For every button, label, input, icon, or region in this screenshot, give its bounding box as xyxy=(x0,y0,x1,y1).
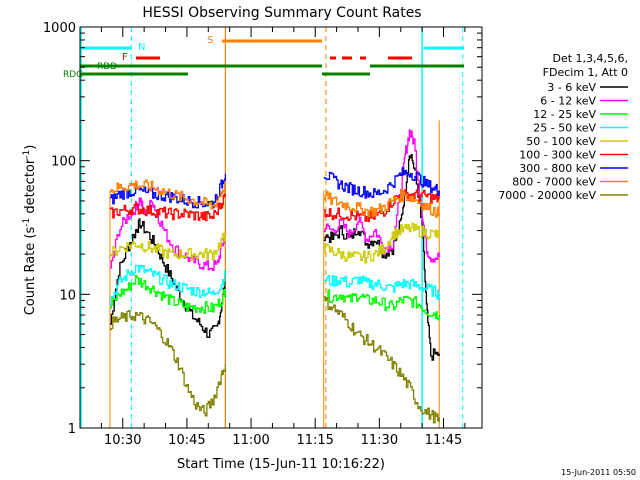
x-tick-label: 11:30 xyxy=(361,433,398,448)
series-line-2-part-1 xyxy=(323,289,440,321)
legend-entry-label: 800 - 7000 keV xyxy=(512,176,596,189)
series-line-0-part-0 xyxy=(109,218,227,338)
legend-entry-label: 50 - 100 keV xyxy=(526,135,596,148)
legend-entry-label: 12 - 25 keV xyxy=(533,108,596,121)
legend-entry-label: 6 - 12 keV xyxy=(540,95,596,108)
series-layer xyxy=(109,129,440,424)
series-line-6-part-1 xyxy=(323,167,440,199)
x-axis-label: Start Time (15-Jun-11 10:16:22) xyxy=(177,457,385,472)
plot-frame xyxy=(79,26,483,429)
axes-layer: 1 10 100 1000 10:30 10:45 11:00 11:15 11:30 11:45 xyxy=(43,21,483,448)
flag-label-s: S xyxy=(207,35,213,46)
y-axis-label-sup2: -1 xyxy=(22,150,32,159)
series-line-8-part-0 xyxy=(109,310,227,417)
y-axis-label: Count Rate (s-1 detector-1) xyxy=(22,145,38,316)
flag-label-n: N xyxy=(138,42,145,53)
y-axis-label-end: ) xyxy=(23,145,38,150)
y-tick-label: 100 xyxy=(51,155,76,170)
x-tick-label: 11:15 xyxy=(296,433,333,448)
series-line-5-part-1 xyxy=(323,189,440,223)
series-line-3-part-0 xyxy=(109,264,227,306)
y-axis-label-mid: detector xyxy=(23,158,38,218)
series-line-5-part-0 xyxy=(109,193,227,222)
flag-label-rdd: RDD xyxy=(97,62,117,72)
flag-label-f: F xyxy=(122,52,128,63)
segment-markers xyxy=(80,27,464,428)
series-line-3-part-1 xyxy=(323,275,440,301)
legend-entry-label: 300 - 800 keV xyxy=(519,162,596,175)
series-line-1-part-1 xyxy=(323,129,440,263)
legend-header-2: FDecim 1, Att 0 xyxy=(543,66,628,79)
y-tick-label: 1000 xyxy=(43,21,76,36)
x-tick-label: 11:00 xyxy=(232,433,269,448)
y-tick-label: 10 xyxy=(59,288,76,303)
series-line-8-part-1 xyxy=(323,295,440,424)
series-line-7-part-1 xyxy=(323,188,440,218)
series-line-4-part-1 xyxy=(323,222,440,264)
x-tick-label: 11:45 xyxy=(425,433,462,448)
flag-label-rdg: RDG xyxy=(63,70,83,80)
x-tick-label: 10:45 xyxy=(168,433,205,448)
legend-entry-label: 100 - 300 keV xyxy=(519,149,596,162)
footer-date: 15-Jun-2011 05:50 xyxy=(561,468,636,477)
chart-title: HESSI Observing Summary Count Rates xyxy=(142,5,421,21)
y-axis-label-sup1: -1 xyxy=(22,218,32,227)
series-line-2-part-0 xyxy=(109,275,227,314)
legend-entry-label: 25 - 50 keV xyxy=(533,122,596,135)
legend: Det 1,3,4,5,6,FDecim 1, Att 0 3 - 6 keV6 … xyxy=(498,52,628,202)
y-axis-label-main: Count Rate (s xyxy=(23,227,38,316)
y-tick-label: 1 xyxy=(68,422,76,437)
series-line-0-part-1 xyxy=(323,153,440,361)
legend-entry-label: 7000 - 20000 keV xyxy=(498,189,596,202)
legend-header-1: Det 1,3,4,5,6, xyxy=(552,52,628,65)
legend-entry-label: 3 - 6 keV xyxy=(547,81,596,94)
series-line-4-part-0 xyxy=(109,232,227,261)
flag-bars: NF S RDD RDG xyxy=(63,35,464,80)
series-line-7-part-0 xyxy=(109,179,227,210)
x-tick-label: 10:30 xyxy=(104,433,141,448)
